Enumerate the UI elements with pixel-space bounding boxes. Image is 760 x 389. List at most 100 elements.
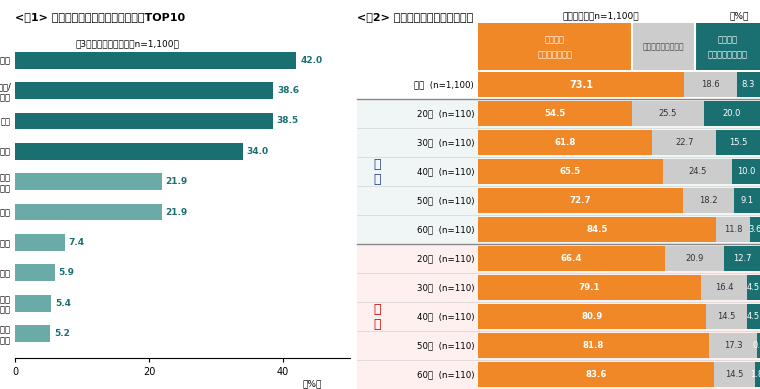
Text: 5.2: 5.2	[54, 329, 70, 338]
Bar	[478, 246, 665, 271]
Bar	[695, 23, 760, 70]
Text: 65.5: 65.5	[560, 167, 581, 176]
Text: （%）: （%）	[302, 379, 322, 388]
Text: 38.6: 38.6	[277, 86, 299, 95]
Bar	[704, 102, 760, 126]
Bar	[478, 188, 683, 213]
Bar	[478, 130, 652, 155]
Bar	[732, 159, 760, 184]
Text: 感じている・計: 感じている・計	[537, 51, 572, 60]
Bar	[478, 23, 632, 70]
Bar	[665, 246, 724, 271]
Text: 22.7: 22.7	[675, 138, 694, 147]
Text: （%）: （%）	[730, 12, 749, 21]
Text: 25.5: 25.5	[658, 109, 677, 118]
Text: 18.2: 18.2	[699, 196, 718, 205]
Text: 66.4: 66.4	[561, 254, 582, 263]
Bar	[478, 275, 701, 300]
Text: 72.7: 72.7	[570, 196, 591, 205]
Text: 80.9: 80.9	[581, 312, 603, 321]
Bar	[357, 331, 760, 360]
Bar	[478, 159, 663, 184]
Text: 14.5: 14.5	[725, 370, 743, 379]
Bar	[749, 217, 760, 242]
Text: 21.9: 21.9	[166, 177, 188, 186]
Text: 24.5: 24.5	[688, 167, 707, 176]
Text: 男
性: 男 性	[374, 158, 381, 186]
Bar	[747, 304, 760, 329]
Text: 1.8: 1.8	[751, 370, 760, 379]
Text: 4.5: 4.5	[747, 283, 760, 292]
Text: 84.5: 84.5	[587, 225, 608, 234]
Bar	[632, 102, 704, 126]
Text: 8.3: 8.3	[742, 80, 755, 89]
Bar	[478, 217, 716, 242]
Bar	[15, 82, 274, 99]
Text: 女
性: 女 性	[374, 303, 381, 331]
Bar	[684, 72, 736, 97]
Bar	[357, 186, 760, 215]
Bar	[734, 188, 760, 213]
Text: <図1> 最近気になっている自然現象　TOP10: <図1> 最近気になっている自然現象 TOP10	[15, 12, 185, 22]
Bar	[357, 157, 760, 186]
Text: （単一回答：n=1,100）: （単一回答：n=1,100）	[562, 12, 639, 21]
Text: 34.0: 34.0	[246, 147, 269, 156]
Bar	[15, 52, 296, 68]
Text: <図2> 環境問題に関する危機意識: <図2> 環境問題に関する危機意識	[357, 12, 473, 22]
Bar	[15, 265, 55, 281]
Bar	[15, 325, 50, 342]
Text: 61.8: 61.8	[555, 138, 576, 147]
Text: どちらともいえない: どちらともいえない	[643, 42, 684, 51]
Text: 0.9: 0.9	[752, 341, 760, 350]
Bar	[663, 159, 732, 184]
Bar	[701, 275, 747, 300]
Text: 54.5: 54.5	[544, 109, 565, 118]
Bar	[755, 362, 760, 387]
Bar	[716, 217, 749, 242]
Text: 30代  (n=110): 30代 (n=110)	[416, 283, 474, 292]
Text: 81.8: 81.8	[583, 341, 604, 350]
Text: （3つまでの複数回答：n=1,100）: （3つまでの複数回答：n=1,100）	[76, 39, 180, 48]
Text: 感じていない・計: 感じていない・計	[708, 51, 748, 60]
Bar	[714, 362, 755, 387]
Bar	[15, 234, 65, 251]
Text: 21.9: 21.9	[166, 208, 188, 217]
Text: 73.1: 73.1	[569, 79, 593, 89]
Bar	[632, 23, 695, 70]
Text: 40代  (n=110): 40代 (n=110)	[416, 167, 474, 176]
Text: 3.6: 3.6	[748, 225, 760, 234]
Bar	[478, 333, 708, 357]
Bar	[747, 275, 760, 300]
Bar	[706, 304, 747, 329]
Bar	[708, 333, 758, 357]
Bar	[15, 143, 242, 159]
Bar	[357, 302, 760, 331]
Bar	[15, 204, 162, 221]
Text: 全体  (n=1,100): 全体 (n=1,100)	[414, 80, 474, 89]
Text: 14.5: 14.5	[717, 312, 736, 321]
Text: 危機感を: 危機感を	[717, 35, 737, 44]
Text: 18.6: 18.6	[701, 80, 720, 89]
Text: 7.4: 7.4	[68, 238, 85, 247]
Text: 11.8: 11.8	[724, 225, 743, 234]
Bar	[724, 246, 760, 271]
Bar	[357, 244, 760, 273]
Text: 4.5: 4.5	[747, 312, 760, 321]
Text: 42.0: 42.0	[300, 56, 322, 65]
Text: 50代  (n=110): 50代 (n=110)	[416, 341, 474, 350]
Text: 60代  (n=110): 60代 (n=110)	[416, 225, 474, 234]
Bar	[357, 99, 760, 128]
Bar	[15, 295, 52, 312]
Text: 5.9: 5.9	[59, 268, 74, 277]
Bar	[357, 273, 760, 302]
Text: 30代  (n=110): 30代 (n=110)	[416, 138, 474, 147]
Text: 20.0: 20.0	[723, 109, 741, 118]
Bar	[478, 102, 632, 126]
Text: 9.1: 9.1	[740, 196, 754, 205]
Text: 83.6: 83.6	[585, 370, 606, 379]
Text: 17.3: 17.3	[724, 341, 743, 350]
Bar	[683, 188, 734, 213]
Text: 60代  (n=110): 60代 (n=110)	[416, 370, 474, 379]
Bar	[716, 130, 760, 155]
Text: 12.7: 12.7	[733, 254, 752, 263]
